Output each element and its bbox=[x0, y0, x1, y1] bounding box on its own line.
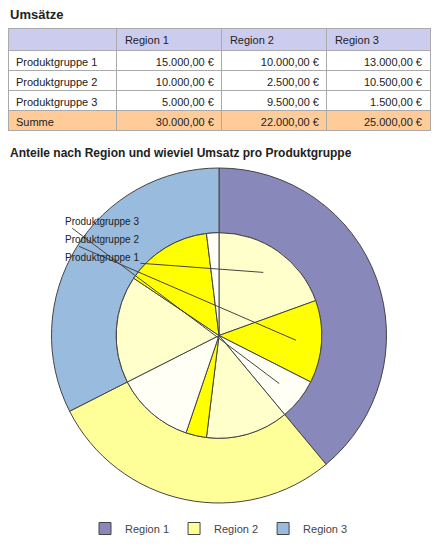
svg-text:30.000,00 €: 30.000,00 € bbox=[156, 116, 214, 128]
svg-text:9.500,00 €: 9.500,00 € bbox=[267, 96, 319, 108]
svg-text:Produktgruppe 2: Produktgruppe 2 bbox=[65, 234, 139, 245]
svg-text:1.500,00 €: 1.500,00 € bbox=[370, 96, 422, 108]
svg-text:Summe: Summe bbox=[16, 116, 54, 128]
svg-text:Produktgruppe 1: Produktgruppe 1 bbox=[65, 252, 139, 263]
svg-text:Umsätze: Umsätze bbox=[10, 7, 63, 22]
svg-text:Region 3: Region 3 bbox=[335, 34, 379, 46]
svg-text:10.500,00 €: 10.500,00 € bbox=[364, 76, 422, 88]
svg-text:5.000,00 €: 5.000,00 € bbox=[162, 96, 214, 108]
svg-text:Region 1: Region 1 bbox=[125, 34, 169, 46]
svg-text:10.000,00 €: 10.000,00 € bbox=[156, 76, 214, 88]
svg-text:Produktgruppe 2: Produktgruppe 2 bbox=[16, 76, 97, 88]
svg-text:22.000,00 €: 22.000,00 € bbox=[261, 116, 319, 128]
svg-text:Region 2: Region 2 bbox=[230, 34, 274, 46]
svg-text:Region 3: Region 3 bbox=[303, 523, 347, 535]
svg-text:25.000,00 €: 25.000,00 € bbox=[364, 116, 422, 128]
svg-text:13.000,00 €: 13.000,00 € bbox=[364, 56, 422, 68]
svg-text:Region 1: Region 1 bbox=[125, 523, 169, 535]
svg-text:10.000,00 €: 10.000,00 € bbox=[261, 56, 319, 68]
svg-text:Produktgruppe 3: Produktgruppe 3 bbox=[65, 216, 139, 227]
svg-text:Produktgruppe 1: Produktgruppe 1 bbox=[16, 56, 97, 68]
svg-text:Region 2: Region 2 bbox=[214, 523, 258, 535]
svg-text:2.500,00 €: 2.500,00 € bbox=[267, 76, 319, 88]
svg-text:Produktgruppe 3: Produktgruppe 3 bbox=[16, 96, 97, 108]
svg-text:15.000,00 €: 15.000,00 € bbox=[156, 56, 214, 68]
svg-text:Anteile nach Region und wievie: Anteile nach Region und wieviel Umsatz p… bbox=[10, 146, 352, 160]
